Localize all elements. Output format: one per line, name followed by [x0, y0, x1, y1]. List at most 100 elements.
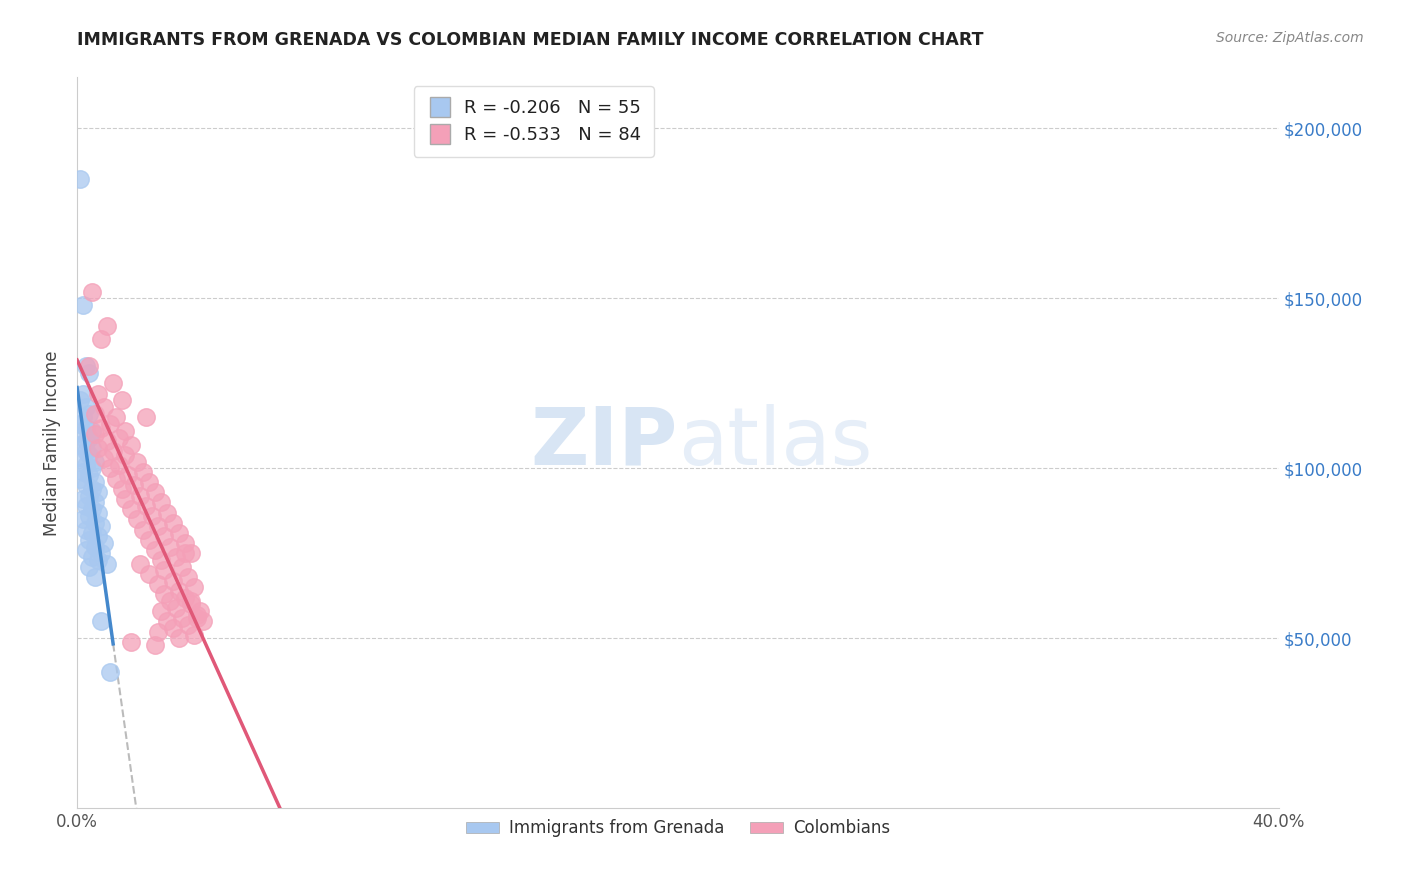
Point	[174, 546, 197, 560]
Point	[77, 489, 100, 503]
Point	[77, 366, 100, 380]
Point	[172, 611, 194, 625]
Point	[87, 553, 110, 567]
Point	[180, 546, 202, 560]
Text: ZIP: ZIP	[530, 404, 678, 482]
Point	[98, 665, 121, 680]
Point	[84, 516, 107, 530]
Point	[75, 499, 97, 513]
Point	[186, 607, 208, 622]
Point	[186, 611, 208, 625]
Point	[72, 386, 94, 401]
Point	[193, 615, 215, 629]
Point	[177, 617, 200, 632]
Point	[84, 427, 107, 442]
Point	[156, 506, 179, 520]
Point	[120, 635, 142, 649]
Text: IMMIGRANTS FROM GRENADA VS COLOMBIAN MEDIAN FAMILY INCOME CORRELATION CHART: IMMIGRANTS FROM GRENADA VS COLOMBIAN MED…	[77, 31, 984, 49]
Point	[101, 376, 124, 391]
Point	[75, 543, 97, 558]
Point	[162, 621, 184, 635]
Point	[135, 410, 157, 425]
Point	[174, 591, 197, 605]
Point	[93, 401, 115, 415]
Point	[96, 318, 118, 333]
Point	[129, 489, 152, 503]
Point	[165, 549, 187, 564]
Point	[72, 512, 94, 526]
Point	[162, 516, 184, 530]
Point	[69, 437, 91, 451]
Point	[167, 526, 190, 541]
Point	[122, 478, 145, 492]
Point	[77, 509, 100, 524]
Text: atlas: atlas	[678, 404, 872, 482]
Point	[143, 543, 166, 558]
Point	[96, 434, 118, 449]
Point	[82, 482, 104, 496]
Point	[69, 172, 91, 186]
Point	[105, 410, 128, 425]
Point	[177, 570, 200, 584]
Point	[150, 604, 173, 618]
Point	[141, 509, 163, 524]
Point	[84, 455, 107, 469]
Point	[87, 386, 110, 401]
Point	[105, 472, 128, 486]
Point	[75, 434, 97, 449]
Point	[90, 519, 112, 533]
Point	[72, 465, 94, 479]
Point	[148, 519, 170, 533]
Point	[159, 540, 181, 554]
Point	[143, 638, 166, 652]
Point	[72, 298, 94, 312]
Point	[90, 332, 112, 346]
Point	[98, 461, 121, 475]
Point	[75, 444, 97, 458]
Point	[82, 285, 104, 299]
Point	[82, 424, 104, 438]
Point	[167, 632, 190, 646]
Point	[148, 624, 170, 639]
Point	[132, 465, 155, 479]
Point	[153, 587, 176, 601]
Point	[167, 583, 190, 598]
Point	[172, 560, 194, 574]
Point	[77, 407, 100, 421]
Point	[165, 600, 187, 615]
Point	[72, 491, 94, 506]
Point	[77, 533, 100, 547]
Point	[180, 598, 202, 612]
Point	[84, 540, 107, 554]
Point	[75, 359, 97, 374]
Point	[114, 448, 136, 462]
Point	[82, 526, 104, 541]
Point	[117, 468, 139, 483]
Point	[183, 581, 205, 595]
Legend: Immigrants from Grenada, Colombians: Immigrants from Grenada, Colombians	[460, 813, 897, 844]
Point	[82, 461, 104, 475]
Point	[90, 546, 112, 560]
Point	[114, 424, 136, 438]
Point	[98, 417, 121, 432]
Point	[150, 495, 173, 509]
Point	[101, 444, 124, 458]
Point	[84, 570, 107, 584]
Point	[77, 468, 100, 483]
Point	[72, 451, 94, 466]
Point	[108, 431, 131, 445]
Point	[69, 417, 91, 432]
Point	[127, 455, 149, 469]
Point	[87, 441, 110, 455]
Point	[138, 475, 160, 489]
Point	[82, 502, 104, 516]
Point	[75, 523, 97, 537]
Point	[111, 482, 134, 496]
Point	[77, 560, 100, 574]
Point	[72, 410, 94, 425]
Point	[87, 485, 110, 500]
Point	[135, 499, 157, 513]
Point	[84, 407, 107, 421]
Point	[75, 420, 97, 434]
Point	[138, 566, 160, 581]
